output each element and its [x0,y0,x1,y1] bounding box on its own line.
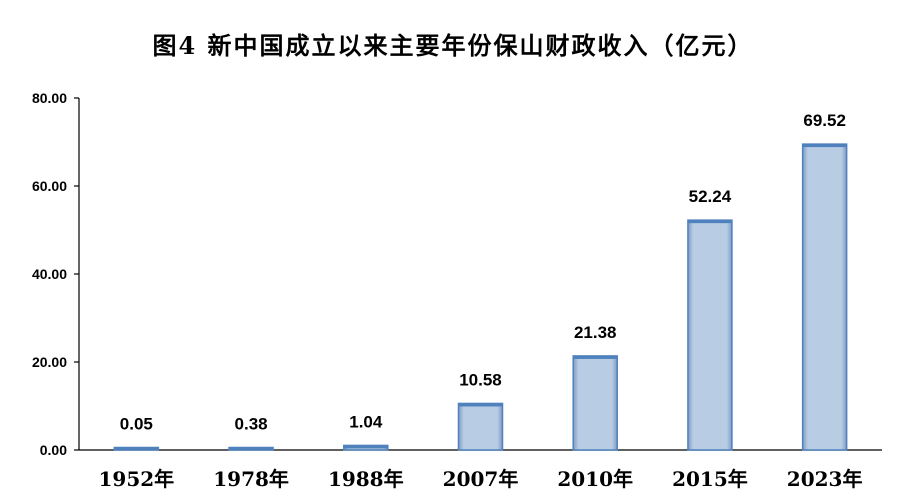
data-label: 69.52 [803,111,846,130]
data-label: 21.38 [574,323,617,342]
x-tick-label: 2015年 [672,467,748,491]
bar-top-edge [687,220,732,224]
bar [801,143,848,451]
y-tick-label: 60.00 [32,178,67,194]
bar-top-edge [114,447,159,450]
bar [457,402,504,451]
x-tick-label: 2007年 [443,467,519,491]
bar-top-edge [802,144,847,148]
data-label: 1.04 [349,412,383,431]
bar [687,219,733,451]
x-tick-label: 2010年 [557,467,633,491]
chart-title: 图4 新中国成立以来主要年份保山财政收入（亿元） [152,31,754,60]
x-tick-label: 2023年 [787,467,863,491]
y-tick-label: 20.00 [32,354,67,370]
data-label: 0.38 [235,415,268,434]
x-tick-label: 1988年 [328,467,404,491]
bar-top-edge [573,355,618,359]
bar-top-edge [458,403,503,407]
data-label: 52.24 [689,187,732,206]
x-tick-label: 1978年 [213,467,289,491]
y-tick-label: 80.00 [32,90,67,106]
data-label: 0.05 [120,415,153,434]
y-tick-label: 40.00 [32,266,67,282]
x-tick-label: 1952年 [99,467,175,491]
bar [572,355,618,451]
bar-top-edge [343,445,388,449]
data-label: 10.58 [459,370,502,389]
y-tick-label: 0.00 [40,442,67,458]
bar-top-edge [229,447,274,450]
